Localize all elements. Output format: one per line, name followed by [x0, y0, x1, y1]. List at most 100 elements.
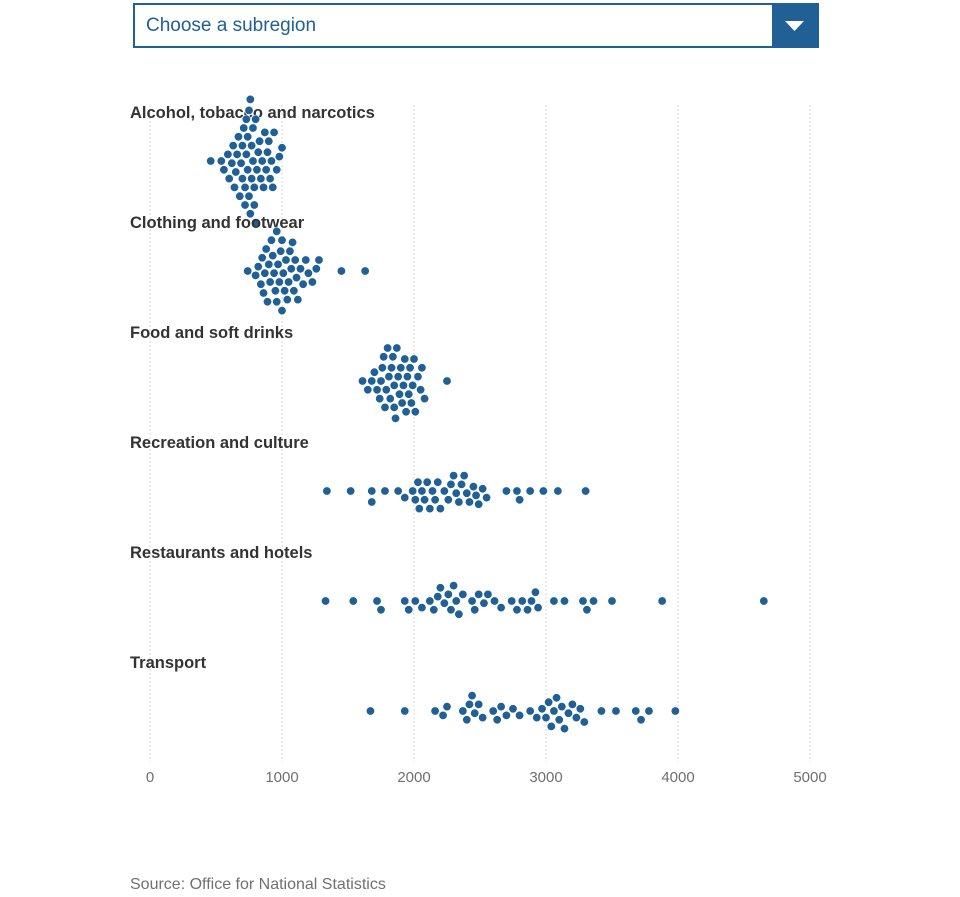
data-point[interactable] — [552, 693, 562, 703]
data-point[interactable] — [575, 704, 585, 714]
data-point[interactable] — [227, 158, 237, 168]
data-point[interactable] — [464, 497, 474, 507]
data-point[interactable] — [282, 295, 292, 305]
data-point[interactable] — [427, 486, 437, 496]
data-point[interactable] — [239, 123, 249, 133]
data-point[interactable] — [408, 486, 418, 496]
data-point[interactable] — [360, 266, 370, 276]
data-point[interactable] — [549, 596, 559, 606]
data-point[interactable] — [501, 710, 511, 720]
data-point[interactable] — [657, 596, 667, 606]
data-point[interactable] — [400, 596, 410, 606]
data-point[interactable] — [479, 598, 489, 608]
data-point[interactable] — [265, 277, 275, 287]
data-point[interactable] — [264, 259, 274, 269]
data-point[interactable] — [247, 141, 257, 151]
data-point[interactable] — [464, 699, 474, 709]
data-point[interactable] — [380, 486, 390, 496]
data-point[interactable] — [240, 200, 250, 210]
data-point[interactable] — [538, 486, 548, 496]
data-point[interactable] — [243, 165, 253, 175]
data-point[interactable] — [385, 394, 395, 404]
data-point[interactable] — [251, 218, 261, 228]
data-point[interactable] — [272, 165, 282, 175]
data-point[interactable] — [571, 713, 581, 723]
data-point[interactable] — [410, 495, 420, 505]
data-point[interactable] — [257, 156, 267, 166]
data-point[interactable] — [284, 277, 294, 287]
data-point[interactable] — [384, 372, 394, 382]
data-point[interactable] — [379, 352, 389, 362]
data-point[interactable] — [251, 114, 261, 124]
data-point[interactable] — [367, 486, 377, 496]
data-point[interactable] — [276, 246, 286, 256]
data-point[interactable] — [262, 297, 272, 307]
data-point[interactable] — [381, 385, 391, 395]
data-point[interactable] — [478, 713, 488, 723]
data-point[interactable] — [553, 486, 563, 496]
data-point[interactable] — [410, 407, 420, 417]
data-point[interactable] — [391, 413, 401, 423]
data-point[interactable] — [262, 147, 272, 157]
data-point[interactable] — [474, 499, 484, 509]
data-point[interactable] — [526, 596, 536, 606]
data-point[interactable] — [433, 592, 443, 602]
data-point[interactable] — [232, 149, 242, 159]
data-point[interactable] — [413, 372, 423, 382]
data-point[interactable] — [256, 279, 266, 289]
data-point[interactable] — [240, 182, 250, 192]
data-point[interactable] — [474, 589, 484, 599]
data-point[interactable] — [261, 165, 271, 175]
data-point[interactable] — [241, 149, 251, 159]
data-point[interactable] — [567, 699, 577, 709]
data-point[interactable] — [459, 471, 469, 481]
data-point[interactable] — [414, 504, 424, 514]
data-point[interactable] — [372, 385, 382, 395]
data-point[interactable] — [579, 717, 589, 727]
data-point[interactable] — [321, 596, 331, 606]
data-point[interactable] — [468, 482, 478, 492]
data-point[interactable] — [228, 141, 238, 151]
data-point[interactable] — [442, 702, 452, 712]
data-point[interactable] — [393, 372, 403, 382]
data-point[interactable] — [400, 706, 410, 716]
subregion-select[interactable]: Choose a subregion — [133, 3, 819, 48]
data-point[interactable] — [392, 343, 402, 353]
data-point[interactable] — [376, 605, 386, 615]
data-point[interactable] — [394, 389, 404, 399]
data-point[interactable] — [581, 486, 591, 496]
data-point[interactable] — [451, 488, 461, 498]
data-point[interactable] — [670, 706, 680, 716]
data-point[interactable] — [508, 704, 518, 714]
data-point[interactable] — [474, 699, 484, 709]
data-point[interactable] — [237, 141, 247, 151]
data-point[interactable] — [346, 486, 356, 496]
data-point[interactable] — [470, 708, 480, 718]
data-point[interactable] — [759, 596, 769, 606]
data-point[interactable] — [314, 255, 324, 265]
data-point[interactable] — [405, 363, 415, 373]
data-point[interactable] — [496, 603, 506, 613]
data-point[interactable] — [251, 270, 261, 280]
data-point[interactable] — [404, 389, 414, 399]
data-point[interactable] — [397, 398, 407, 408]
data-point[interactable] — [496, 702, 506, 712]
data-point[interactable] — [224, 174, 234, 184]
chevron-down-icon[interactable] — [772, 5, 817, 46]
data-point[interactable] — [261, 244, 271, 254]
data-point[interactable] — [525, 486, 535, 496]
data-point[interactable] — [530, 587, 540, 597]
data-point[interactable] — [467, 691, 477, 701]
data-point[interactable] — [269, 127, 279, 137]
data-point[interactable] — [435, 583, 445, 593]
data-point[interactable] — [409, 354, 419, 364]
data-point[interactable] — [269, 268, 279, 278]
data-point[interactable] — [247, 174, 257, 184]
data-point[interactable] — [369, 367, 379, 377]
data-point[interactable] — [303, 268, 313, 278]
data-point[interactable] — [393, 486, 403, 496]
data-point[interactable] — [408, 380, 418, 390]
data-point[interactable] — [457, 479, 467, 489]
data-point[interactable] — [274, 152, 284, 162]
data-point[interactable] — [249, 200, 259, 210]
